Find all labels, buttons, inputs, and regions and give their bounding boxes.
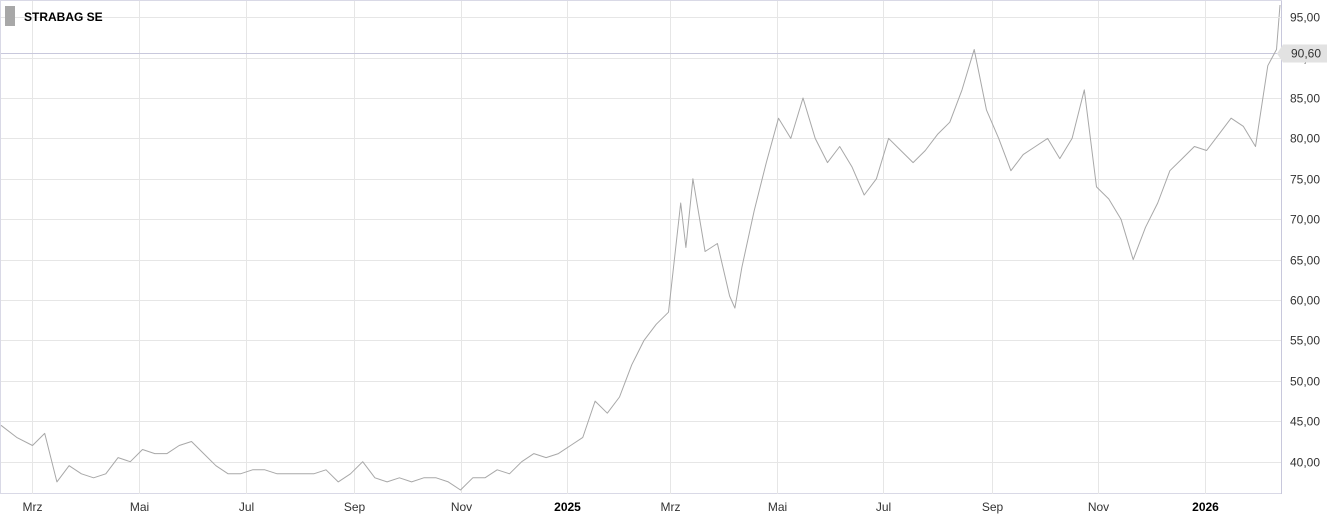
x-tick-label: Mai — [768, 500, 787, 514]
plot-frame — [0, 0, 1282, 494]
x-tick-label: Sep — [982, 500, 1004, 514]
y-tick-label: 45,00 — [1290, 415, 1320, 429]
y-tick-label: 95,00 — [1290, 11, 1320, 25]
legend-label: STRABAG SE — [24, 10, 103, 24]
x-tick-label: 2026 — [1192, 500, 1219, 514]
x-axis: Mrz Mai Jul Sep Nov 2025 Mrz Mai Jul Sep Nov 2026 — [23, 500, 1220, 514]
y-tick-label: 80,00 — [1290, 132, 1320, 146]
x-tick-label: 2025 — [554, 500, 581, 514]
x-tick-label: Jul — [876, 500, 891, 514]
y-tick-label: 85,00 — [1290, 92, 1320, 106]
y-tick-label: 50,00 — [1290, 375, 1320, 389]
y-tick-label: 70,00 — [1290, 213, 1320, 227]
x-tick-label: Jul — [239, 500, 254, 514]
series-group — [0, 4, 1281, 491]
y-axis: 40,00 45,00 50,00 55,00 60,00 65,00 70,00 75,00… — [1281, 1, 1320, 494]
x-tick-label: Nov — [451, 500, 472, 514]
legend-color-swatch — [5, 6, 15, 26]
x-tick-label: Mrz — [23, 500, 43, 514]
x-tick-label: Nov — [1088, 500, 1109, 514]
x-tick-label: Mai — [130, 500, 149, 514]
x-tick-label: Mrz — [661, 500, 681, 514]
series-line-strabag — [0, 4, 1281, 491]
y-tick-label: 55,00 — [1290, 334, 1320, 348]
legend[interactable]: STRABAG SE — [5, 6, 1281, 26]
last-value-label: 90,60 — [1291, 47, 1321, 61]
last-value-badge — [1277, 44, 1327, 63]
y-tick-label: 60,00 — [1290, 294, 1320, 308]
y-tick-label: 65,00 — [1290, 254, 1320, 268]
last-value-group: 90,60 — [1277, 44, 1327, 63]
y-tick-label: 40,00 — [1290, 456, 1320, 470]
y-tick-label: 75,00 — [1290, 173, 1320, 187]
x-tick-label: Sep — [344, 500, 366, 514]
